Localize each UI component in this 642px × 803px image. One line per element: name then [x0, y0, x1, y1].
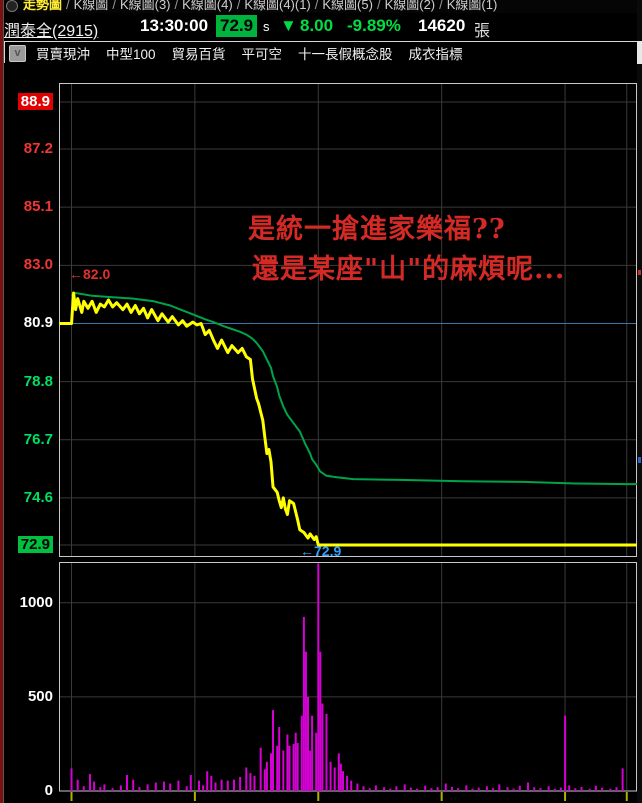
annotation-line1: 是統一搶進家樂福??: [248, 214, 506, 245]
limit-low-marker: ←72.9: [300, 543, 342, 559]
concept-group-list: 買賣現沖 中型100 貿易百貨 平可空 十一長假概念股 成衣指標: [36, 43, 463, 63]
chart-tab-bar: 走勢圖 / K線圖 / K線圖(3) / K線圖(4) / K線圖(4)(1) / K線圖(5) / K…: [4, 0, 637, 13]
concept-group-tag[interactable]: 買賣現沖: [36, 47, 90, 62]
open-high-marker: ←82.0: [69, 266, 111, 282]
chart-background: [4, 63, 642, 803]
price-axis-label: 85.1: [23, 198, 53, 216]
price-chart-plot[interactable]: [59, 83, 637, 557]
tab-list: 走勢圖 / K線圖 / K線圖(3) / K線圖(4) / K線圖(4)(1) / K線圖(5) / K…: [23, 0, 497, 12]
quote-bar: 潤泰全(2915) 13:30:00 72.9 s ▼ 8.00 -9.89% …: [4, 13, 637, 41]
back-circle-icon[interactable]: [6, 0, 18, 12]
price-change: 8.00: [300, 16, 334, 35]
price-axis-label: 83.0: [23, 256, 53, 274]
tab-kline[interactable]: K線圖(4)(1): [244, 0, 311, 12]
price-axis-label: 88.9: [2, 92, 53, 110]
chevron-down-icon[interactable]: v: [9, 44, 26, 62]
tab-separator: /: [439, 0, 443, 12]
tab-kline[interactable]: K線圖(3): [119, 0, 171, 12]
tab-selected[interactable]: 走勢圖: [23, 0, 63, 12]
price-axis-label: 87.2: [23, 140, 53, 158]
window-left-border-highlight: [3, 0, 4, 803]
stock-name-link[interactable]: 潤泰全(2915): [4, 23, 99, 40]
volume-axis-label: 0: [44, 782, 53, 799]
concept-group-tag[interactable]: 平可空: [241, 47, 283, 62]
tab-kline[interactable]: K線圖(1): [446, 0, 498, 12]
price-axis-label: 72.9: [2, 536, 53, 553]
concept-group-tag[interactable]: 成衣指標: [408, 47, 463, 62]
tab-separator: /: [376, 0, 381, 12]
price-axis-label: 80.9: [23, 314, 53, 332]
concept-group-tag[interactable]: 中型100: [106, 47, 156, 62]
annotation-line2: 還是某座"山"的麻煩呢...: [252, 254, 566, 285]
right-edge-red-mark: [638, 270, 641, 275]
volume-chart-plot[interactable]: [59, 561, 637, 803]
concept-group-tag[interactable]: 貿易百貨: [171, 47, 226, 62]
tab-separator: /: [66, 0, 70, 12]
concept-group-bar: v 買賣現沖 中型100 貿易百貨 平可空 十一長假概念股 成衣指標: [4, 41, 642, 65]
tab-separator: /: [174, 0, 179, 12]
volume-unit: 張: [474, 23, 491, 40]
tab-kline[interactable]: K線圖(4): [182, 0, 233, 12]
concept-group-tag[interactable]: 十一長假概念股: [298, 47, 393, 62]
right-edge-blue-mark: [638, 457, 641, 463]
price-axis-label: 78.8: [23, 372, 53, 390]
down-arrow-icon: ▼: [280, 16, 297, 35]
tab-separator: /: [236, 0, 241, 12]
tab-kline[interactable]: K線圖: [73, 0, 109, 12]
tab-separator: /: [112, 0, 116, 12]
volume-axis-label: 1000: [19, 593, 53, 611]
price-change-percent: -9.89%: [347, 16, 401, 35]
volume-axis-label: 500: [27, 687, 53, 705]
tab-kline[interactable]: K線圖(2): [384, 0, 436, 12]
price-flag: s: [263, 19, 270, 34]
right-edge-strip: [637, 0, 642, 803]
tab-kline[interactable]: K線圖(5): [322, 0, 373, 12]
tab-separator: /: [314, 0, 319, 12]
total-volume: 14620: [418, 16, 466, 35]
window-left-border: [0, 0, 3, 803]
price-axis-label: 76.7: [23, 430, 53, 448]
last-price-badge: 72.9: [216, 15, 258, 37]
quote-time: 13:30:00: [140, 16, 209, 35]
price-axis-label: 74.6: [23, 488, 53, 506]
right-edge-white-segment: [637, 41, 642, 64]
